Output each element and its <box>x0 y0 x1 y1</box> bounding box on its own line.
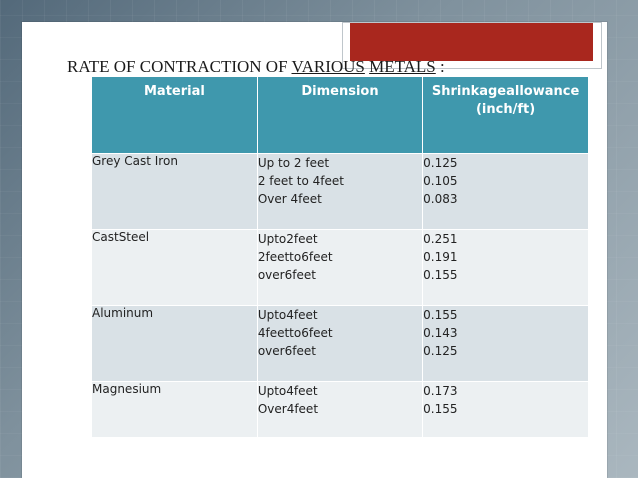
header-shrinkage-line-1: Shrinkageallowance <box>431 84 580 99</box>
table-row: Aluminum Upto4feet 4feetto6feet over6fee… <box>92 305 588 382</box>
header-dimension: Dimension <box>257 77 424 154</box>
dimension-line: Up to 2 feet <box>257 155 330 170</box>
title-part-1: RATE OF CONTRACTION OF <box>67 57 292 76</box>
dimension-cell: Upto4feet Over4feet <box>257 381 424 438</box>
shrinkage-value: 0.251 <box>423 231 458 246</box>
dimension-line: Upto4feet <box>257 307 318 322</box>
shrinkage-value: 0.125 <box>423 155 458 170</box>
dimension-line: Over 4feet <box>257 191 322 206</box>
dimension-cell: Upto2feet 2feetto6feet over6feet <box>257 229 424 306</box>
accent-frame <box>342 22 602 69</box>
material-cell: Grey Cast Iron <box>92 153 258 230</box>
dimension-line: 4feetto6feet <box>257 325 333 340</box>
dimension-line: Upto2feet <box>257 231 318 246</box>
shrinkage-cell: 0.173 0.155 <box>422 381 588 438</box>
shrinkage-value: 0.191 <box>423 249 458 264</box>
table-row: Magnesium Upto4feet Over4feet 0.173 0.15… <box>92 381 588 438</box>
shrinkage-value: 0.155 <box>423 307 458 322</box>
slide-canvas: RATE OF CONTRACTION OF VARIOUS METALS : … <box>22 22 607 478</box>
table-header-row: Material Dimension Shrinkageallowance (i… <box>92 77 588 154</box>
dimension-cell: Upto4feet 4feetto6feet over6feet <box>257 305 424 382</box>
material-cell: CastSteel <box>92 229 258 306</box>
accent-bar <box>350 23 593 61</box>
dimension-line: 2feetto6feet <box>257 249 333 264</box>
dimension-line: 2 feet to 4feet <box>257 173 344 188</box>
title-part-4: METALS <box>369 57 436 76</box>
dimension-line: Upto4feet <box>257 383 318 398</box>
page-title: RATE OF CONTRACTION OF VARIOUS METALS : <box>67 57 445 77</box>
shrinkage-value: 0.105 <box>423 173 458 188</box>
shrinkage-table: Material Dimension Shrinkageallowance (i… <box>92 77 588 438</box>
material-cell: Aluminum <box>92 305 258 382</box>
header-shrinkage-line-2: (inch/ft) <box>475 102 536 117</box>
dimension-line: over6feet <box>257 267 316 282</box>
shrinkage-value: 0.155 <box>423 401 458 416</box>
shrinkage-value: 0.143 <box>423 325 458 340</box>
table-row: CastSteel Upto2feet 2feetto6feet over6fe… <box>92 229 588 306</box>
dimension-line: Over4feet <box>257 401 319 416</box>
dimension-line: over6feet <box>257 343 316 358</box>
shrinkage-value: 0.155 <box>423 267 458 282</box>
title-part-5: : <box>435 57 445 76</box>
table-row: Grey Cast Iron Up to 2 feet 2 feet to 4f… <box>92 153 588 230</box>
material-cell: Magnesium <box>92 381 258 438</box>
shrinkage-value: 0.083 <box>423 191 458 206</box>
dimension-cell: Up to 2 feet 2 feet to 4feet Over 4feet <box>257 153 424 230</box>
shrinkage-cell: 0.125 0.105 0.083 <box>422 153 588 230</box>
shrinkage-cell: 0.251 0.191 0.155 <box>422 229 588 306</box>
header-material: Material <box>92 77 258 154</box>
title-part-2: VARIOUS <box>291 57 365 76</box>
header-shrinkage: Shrinkageallowance (inch/ft) <box>422 77 588 154</box>
shrinkage-value: 0.125 <box>423 343 458 358</box>
shrinkage-value: 0.173 <box>423 383 458 398</box>
shrinkage-cell: 0.155 0.143 0.125 <box>422 305 588 382</box>
